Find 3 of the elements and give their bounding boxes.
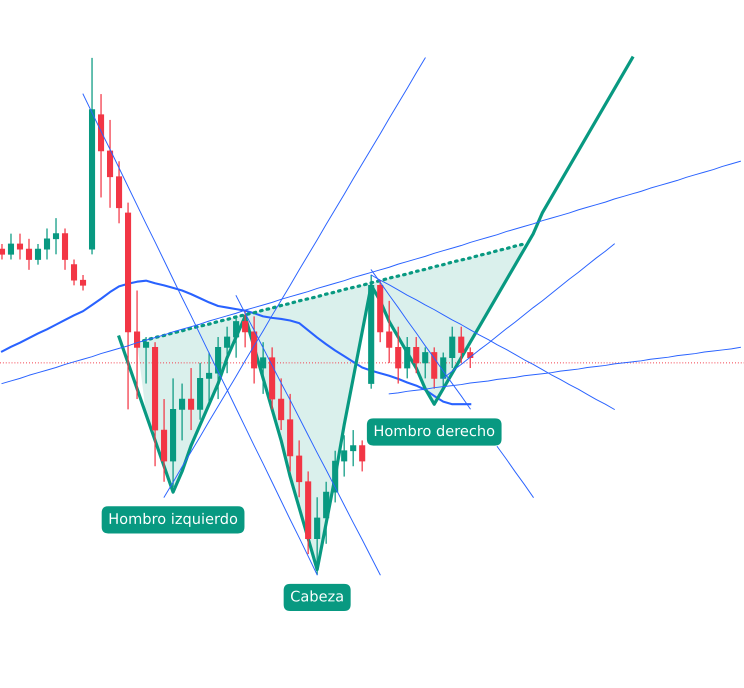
text: Cabeza [291, 590, 343, 602]
annotation: Hombro izquierdo [110, 512, 238, 527]
annotation: Hombro derecho [374, 424, 494, 436]
